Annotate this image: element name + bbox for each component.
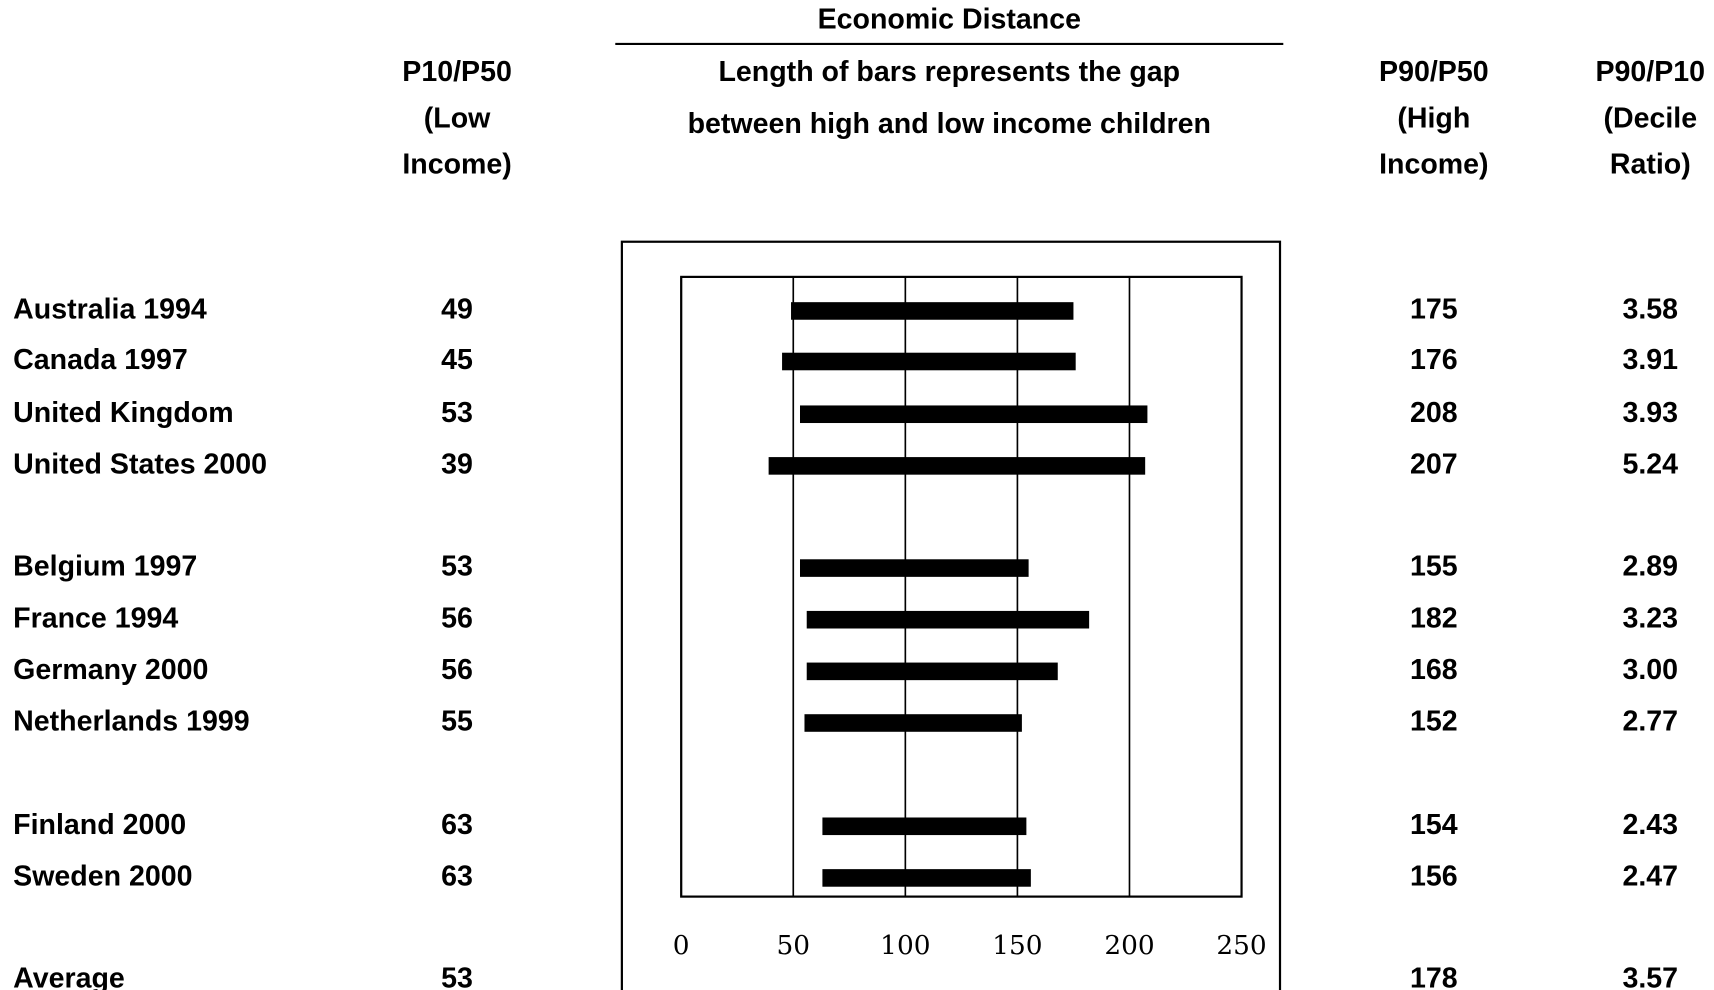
ratio-value: 3.23 xyxy=(1622,602,1678,634)
high-value: 155 xyxy=(1410,551,1458,583)
row-label: Belgium 1997 xyxy=(13,551,197,583)
chart-frame xyxy=(620,240,1282,990)
bar xyxy=(806,662,1058,681)
column-header: (Low xyxy=(424,102,491,134)
average-high: 178 xyxy=(1410,963,1458,990)
high-value: 207 xyxy=(1410,448,1458,480)
ratio-value: 3.00 xyxy=(1622,654,1678,686)
x-tick-label: 250 xyxy=(1216,931,1266,961)
low-value: 53 xyxy=(441,551,473,583)
low-value: 53 xyxy=(441,397,473,429)
column-header: (Decile xyxy=(1603,102,1697,134)
high-value: 152 xyxy=(1410,706,1458,738)
x-tick-label: 200 xyxy=(1104,931,1154,961)
ratio-value: 3.58 xyxy=(1622,294,1678,326)
chart-title: Economic Distance xyxy=(818,3,1081,35)
high-value: 156 xyxy=(1410,860,1458,892)
high-value: 176 xyxy=(1410,344,1458,376)
low-value: 56 xyxy=(441,602,473,634)
bar xyxy=(799,405,1148,424)
low-value: 49 xyxy=(441,294,473,326)
row-label: Australia 1994 xyxy=(13,294,207,326)
ratio-value: 3.93 xyxy=(1622,397,1678,429)
low-value: 56 xyxy=(441,654,473,686)
high-value: 182 xyxy=(1410,602,1458,634)
high-value: 208 xyxy=(1410,397,1458,429)
bar xyxy=(791,302,1074,320)
column-header: Income) xyxy=(1379,148,1488,180)
row-label: Netherlands 1999 xyxy=(13,706,249,738)
bar xyxy=(822,869,1031,887)
low-value: 45 xyxy=(441,344,473,376)
average-low: 53 xyxy=(441,963,473,990)
row-label: United Kingdom xyxy=(13,397,233,429)
row-label: Finland 2000 xyxy=(13,809,186,841)
ratio-value: 5.24 xyxy=(1622,448,1678,480)
ratio-value: 2.89 xyxy=(1622,551,1678,583)
ratio-value: 2.47 xyxy=(1622,860,1678,892)
row-label: Sweden 2000 xyxy=(13,860,192,892)
bar xyxy=(782,352,1076,371)
ratio-value: 2.77 xyxy=(1622,706,1678,738)
x-tick-label: 50 xyxy=(777,931,811,961)
row-label: United States 2000 xyxy=(13,448,267,480)
x-tick-label: 150 xyxy=(992,931,1042,961)
row-label: France 1994 xyxy=(13,602,178,634)
row-label: Germany 2000 xyxy=(13,654,208,686)
average-label: Average xyxy=(13,963,125,990)
low-value: 39 xyxy=(441,448,473,480)
low-value: 55 xyxy=(441,706,473,738)
ratio-value: 2.43 xyxy=(1622,809,1678,841)
high-value: 154 xyxy=(1410,809,1458,841)
column-header: (High xyxy=(1397,102,1470,134)
subtitle: between high and low income children xyxy=(688,108,1211,140)
low-value: 63 xyxy=(441,860,473,892)
column-header: Ratio) xyxy=(1610,148,1691,180)
average-ratio: 3.57 xyxy=(1622,963,1678,990)
high-value: 168 xyxy=(1410,654,1458,686)
x-tick-label: 0 xyxy=(673,931,690,961)
subtitle: Length of bars represents the gap xyxy=(719,56,1181,88)
column-header: P90/P50 xyxy=(1379,56,1489,88)
bar xyxy=(804,714,1022,732)
column-header: P10/P50 xyxy=(402,56,512,88)
column-header: Income) xyxy=(402,148,511,180)
ratio-value: 3.91 xyxy=(1622,344,1678,376)
bar xyxy=(806,610,1090,629)
x-tick-label: 100 xyxy=(880,931,930,961)
bar xyxy=(822,817,1027,836)
bar xyxy=(768,457,1146,475)
high-value: 175 xyxy=(1410,294,1458,326)
bar xyxy=(799,559,1029,577)
column-header: P90/P10 xyxy=(1596,56,1706,88)
low-value: 63 xyxy=(441,809,473,841)
row-label: Canada 1997 xyxy=(13,344,188,376)
